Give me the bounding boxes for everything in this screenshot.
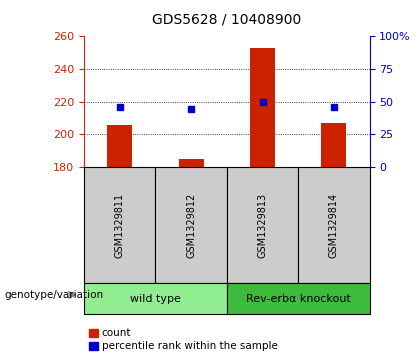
Bar <box>321 123 346 167</box>
Text: GSM1329813: GSM1329813 <box>257 192 268 258</box>
Bar <box>250 48 275 167</box>
Legend: count, percentile rank within the sample: count, percentile rank within the sample <box>89 328 278 351</box>
Text: GSM1329814: GSM1329814 <box>329 192 339 258</box>
Bar <box>84 167 155 283</box>
Text: genotype/variation: genotype/variation <box>4 290 103 300</box>
Text: Rev-erbα knockout: Rev-erbα knockout <box>246 294 351 303</box>
Bar <box>227 167 298 283</box>
Text: GDS5628 / 10408900: GDS5628 / 10408900 <box>152 13 302 27</box>
Text: GSM1329812: GSM1329812 <box>186 192 196 258</box>
Text: wild type: wild type <box>130 294 181 303</box>
Bar <box>227 283 370 314</box>
Bar <box>107 125 132 167</box>
Bar <box>178 159 204 167</box>
Bar <box>155 167 227 283</box>
Bar <box>298 167 370 283</box>
Text: GSM1329811: GSM1329811 <box>115 192 125 258</box>
Bar <box>84 283 227 314</box>
